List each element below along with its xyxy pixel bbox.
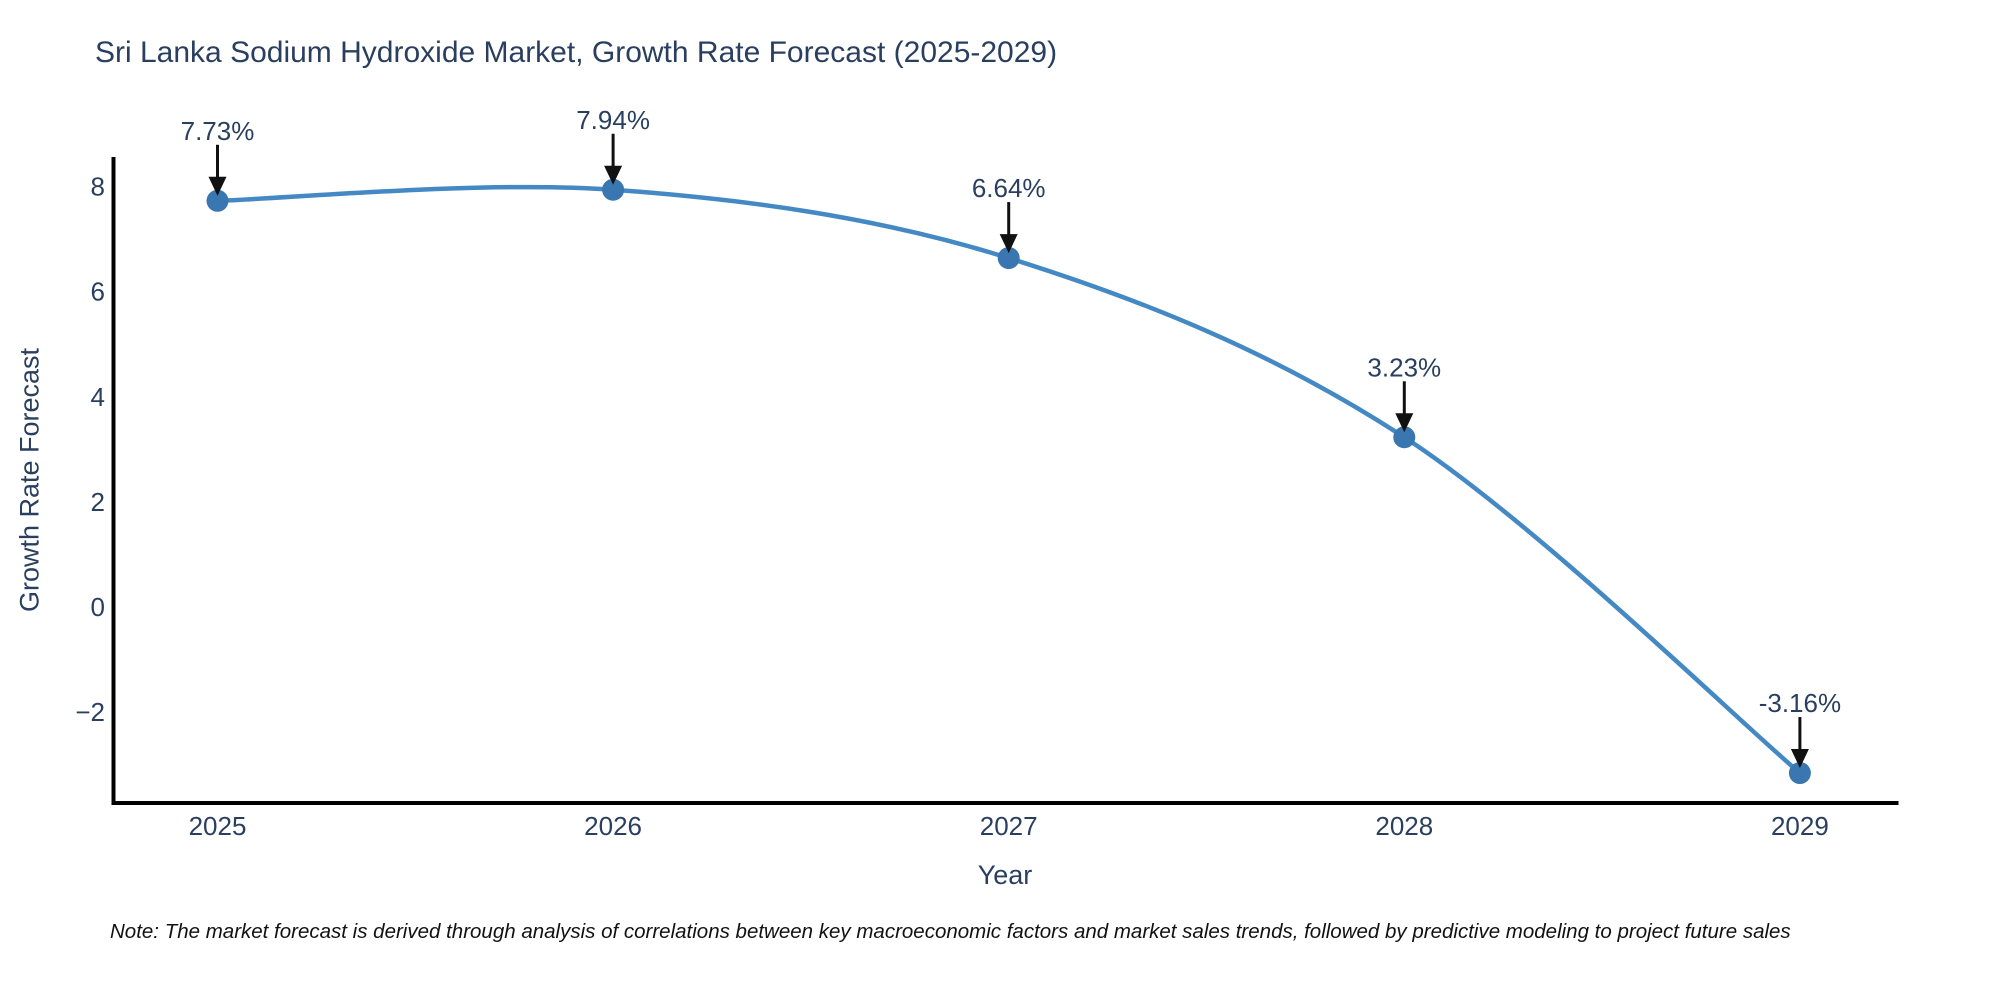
y-tick-label: 0 — [91, 592, 105, 622]
data-point-marker — [1788, 762, 1811, 785]
chart-title: Sri Lanka Sodium Hydroxide Market, Growt… — [95, 36, 1058, 69]
annotation-arrowhead — [1790, 749, 1809, 769]
annotation-arrowhead — [604, 165, 623, 185]
data-point-marker — [1393, 426, 1416, 449]
y-axis-spine — [111, 157, 116, 805]
y-tick-label: 6 — [91, 277, 105, 307]
data-point-marker — [206, 189, 229, 212]
x-axis-spine — [111, 801, 1899, 805]
annotation-label: 7.73% — [181, 116, 255, 146]
data-point-marker — [997, 247, 1020, 270]
annotation-label: 3.23% — [1367, 352, 1441, 382]
y-tick-label: −2 — [75, 697, 105, 727]
annotation-label: -3.16% — [1759, 688, 1841, 718]
trend-line — [215, 184, 1803, 776]
y-tick-label: 8 — [91, 172, 105, 202]
annotation-label: 7.94% — [576, 105, 650, 135]
footnote: Note: The market forecast is derived thr… — [110, 920, 1791, 943]
x-tick-label: 2025 — [189, 811, 247, 841]
annotation-arrowhead — [1395, 413, 1414, 433]
y-tick-label: 2 — [91, 487, 105, 517]
y-tick-label: 4 — [91, 382, 105, 412]
y-axis-title: Growth Rate Forecast — [14, 347, 45, 613]
x-tick-label: 2026 — [584, 811, 642, 841]
x-tick-label: 2029 — [1771, 811, 1829, 841]
x-tick-label: 2028 — [1375, 811, 1433, 841]
annotation-label: 6.64% — [972, 173, 1046, 203]
x-tick-label: 2027 — [980, 811, 1038, 841]
annotation-arrowhead — [208, 176, 227, 196]
data-point-marker — [602, 178, 625, 201]
annotation-arrowhead — [999, 234, 1018, 254]
x-axis-title: Year — [977, 860, 1033, 890]
